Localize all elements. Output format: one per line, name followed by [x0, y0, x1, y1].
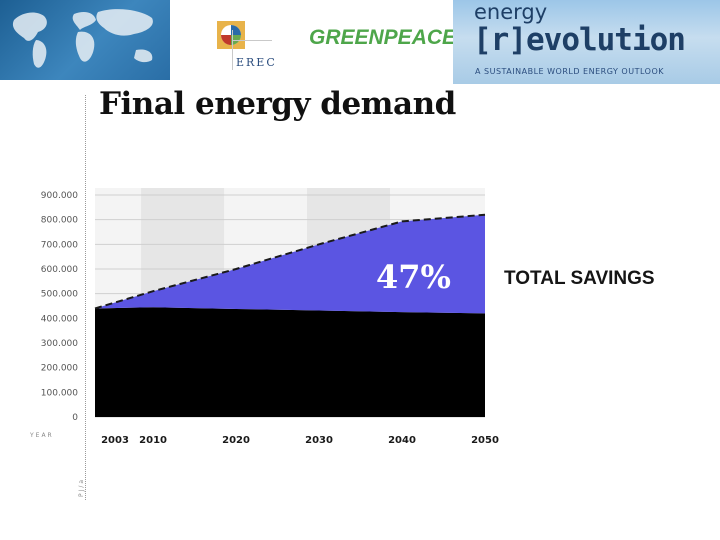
y-tick-label: 400.000 [41, 314, 78, 324]
x-tick-label: 2020 [222, 435, 250, 446]
total-savings-label: TOTAL SAVINGS [504, 268, 655, 289]
world-map-icon [12, 9, 153, 68]
reference-line [94, 213, 486, 310]
x-tick-label: 2003 [101, 435, 129, 446]
y-tick-label: 800.000 [41, 216, 78, 226]
reference-line-group [94, 213, 486, 310]
y-axis-label: PJ/a [78, 478, 85, 497]
erec-divider [232, 30, 233, 70]
energy-revolution-panel [453, 0, 720, 84]
data-areas [95, 214, 485, 417]
x-tick-labels: 2003 2010 2020 2030 2040 2050 [101, 435, 499, 446]
y-tick-label: 0 [72, 413, 78, 423]
savings-percent-label: 47% [376, 258, 451, 296]
x-tick-label: 2040 [388, 435, 416, 446]
erec-divider-horizontal [232, 40, 272, 41]
y-tick-label: 200.000 [41, 364, 78, 374]
header-banner: EREC GREENPEACE energy [r]evolution A SU… [0, 0, 720, 84]
series-savings-area [95, 214, 485, 314]
greenpeace-logo: GREENPEACE [309, 26, 457, 49]
x-axis-label: YEAR [29, 432, 54, 439]
y-tick-label: 900.000 [41, 191, 78, 201]
y-tick-label: 500.000 [41, 290, 78, 300]
world-map-image [0, 0, 170, 80]
y-tick-labels: 900.000 800.000 700.000 600.000 500.000 400.0… [41, 191, 78, 423]
slide-title: Final energy demand [99, 86, 456, 122]
energy-revolution-title-line1: energy [474, 0, 548, 24]
x-tick-label: 2050 [471, 435, 499, 446]
energy-revolution-title-line2: [r]evolution [473, 22, 686, 58]
x-tick-label: 2010 [139, 435, 167, 446]
energy-revolution-tagline: A SUSTAINABLE WORLD ENERGY OUTLOOK [475, 67, 664, 76]
series-base-area [95, 307, 485, 417]
y-tick-label: 100.000 [41, 388, 78, 398]
x-tick-label: 2030 [305, 435, 333, 446]
y-tick-label: 700.000 [41, 240, 78, 250]
y-tick-label: 600.000 [41, 265, 78, 275]
erec-logo-text: EREC [236, 56, 277, 69]
erec-logo-icon [217, 21, 245, 49]
left-dotted-rule [85, 95, 86, 500]
y-tick-label: 300.000 [41, 339, 78, 349]
